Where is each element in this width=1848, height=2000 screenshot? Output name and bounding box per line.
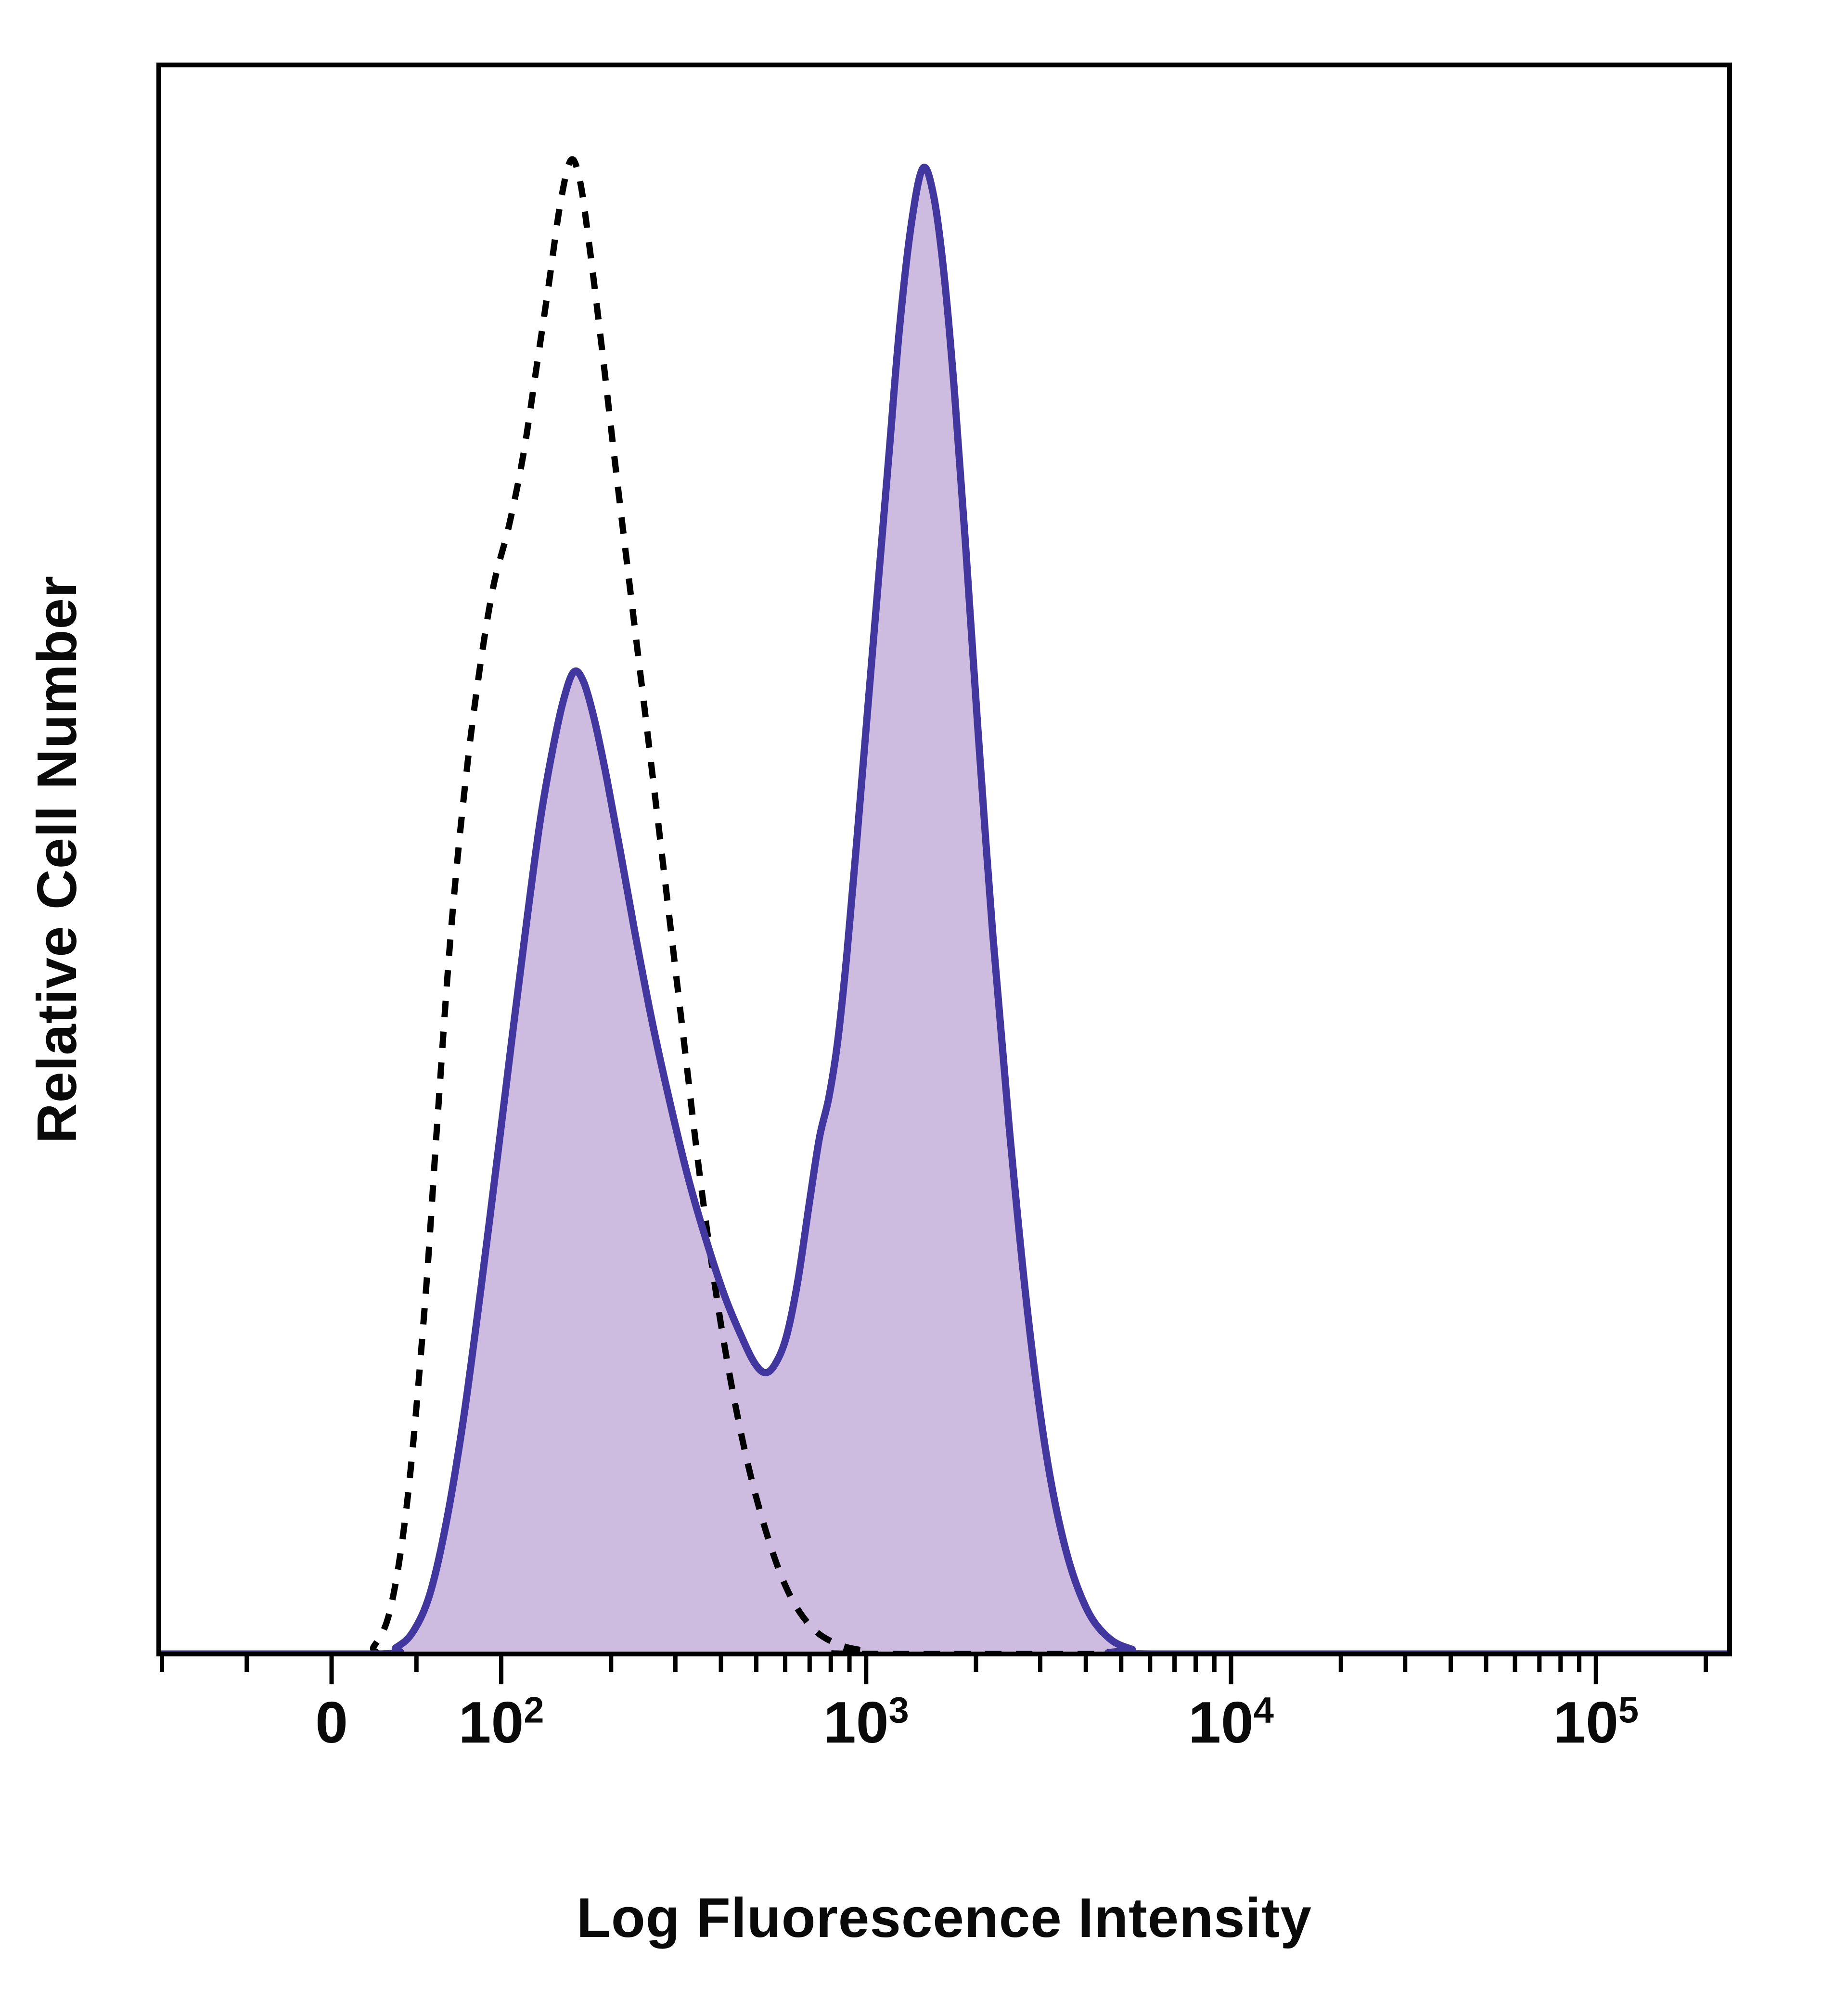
- x-axis-label: Log Fluorescence Intensity: [577, 1886, 1312, 1949]
- x-tick-label-10e5: 105: [1553, 1690, 1639, 1755]
- series-stained-sample-curve: [159, 164, 1730, 1654]
- x-tick-label-0: 0: [315, 1690, 348, 1755]
- series-stained-sample-fill: [159, 167, 1730, 1654]
- y-axis-label: Relative Cell Number: [26, 575, 88, 1144]
- plot-border: [156, 63, 1732, 1656]
- series-unstained-isotype-control-curve: [159, 156, 1730, 1654]
- x-tick-label-10e2: 102: [458, 1690, 544, 1755]
- x-tick-label-10e4: 104: [1188, 1690, 1274, 1755]
- x-tick-label-10e3: 103: [823, 1690, 909, 1755]
